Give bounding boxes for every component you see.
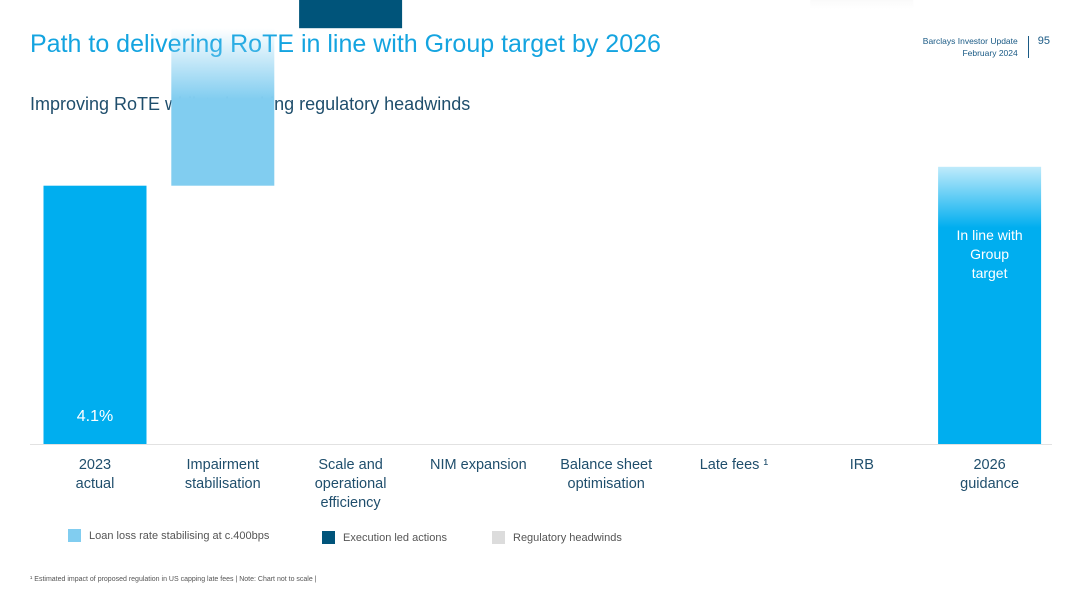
header-divider [1027, 36, 1029, 58]
bar-0 [43, 185, 147, 444]
legend-swatch-loan [68, 529, 81, 542]
document-info: Barclays Investor Update February 2024 9… [923, 35, 1050, 59]
category-label-7: 2026 guidance [960, 457, 1019, 492]
legend-label-loan: Loan loss rate stabilising at c.400bps [89, 529, 270, 542]
document-source: Barclays Investor Update [922, 36, 1018, 46]
page-number: 95 [1037, 35, 1050, 47]
category-label-0: 2023 actual [76, 457, 115, 492]
category-label-5: Late fees ¹ [700, 457, 769, 473]
bar-7 [938, 166, 1042, 445]
legend-label-execution: Execution led actions [343, 531, 447, 544]
bar-2 [299, 0, 403, 29]
document-date: February 2024 [962, 48, 1018, 58]
category-label-1: Impairment stabilisation [185, 457, 261, 492]
waterfall-chart: 4.1% 2023 actual Impairment stabilisation Sca… [30, 0, 1052, 511]
document-source-info: Barclays Investor Update February 2024 [923, 35, 1018, 59]
footnote: ¹ Estimated impact of proposed regulatio… [30, 576, 317, 583]
category-label-6: IRB [850, 457, 874, 473]
legend-item-regulatory: Regulatory headwinds [492, 531, 622, 544]
bar-label-7: In line with Group target [957, 227, 1023, 281]
legend-swatch-regulatory [492, 531, 505, 544]
bar-label-0: 4.1% [77, 408, 113, 425]
legend-label-regulatory: Regulatory headwinds [513, 531, 622, 544]
bar-6 [810, 0, 914, 10]
legend-item-loan: Loan loss rate stabilising at c.400bps [68, 529, 269, 542]
category-label-2: Scale and operational efficiency [315, 457, 387, 511]
page-title: Path to delivering RoTE in line with Gro… [30, 30, 661, 58]
legend-item-execution: Execution led actions [322, 531, 447, 544]
category-label-4: Balance sheet optimisation [560, 457, 652, 492]
category-label-3: NIM expansion [430, 457, 527, 473]
chart-legend: Loan loss rate stabilising at c.400bps E… [0, 529, 1080, 549]
legend-swatch-execution [322, 531, 335, 544]
bar-1 [171, 28, 275, 186]
